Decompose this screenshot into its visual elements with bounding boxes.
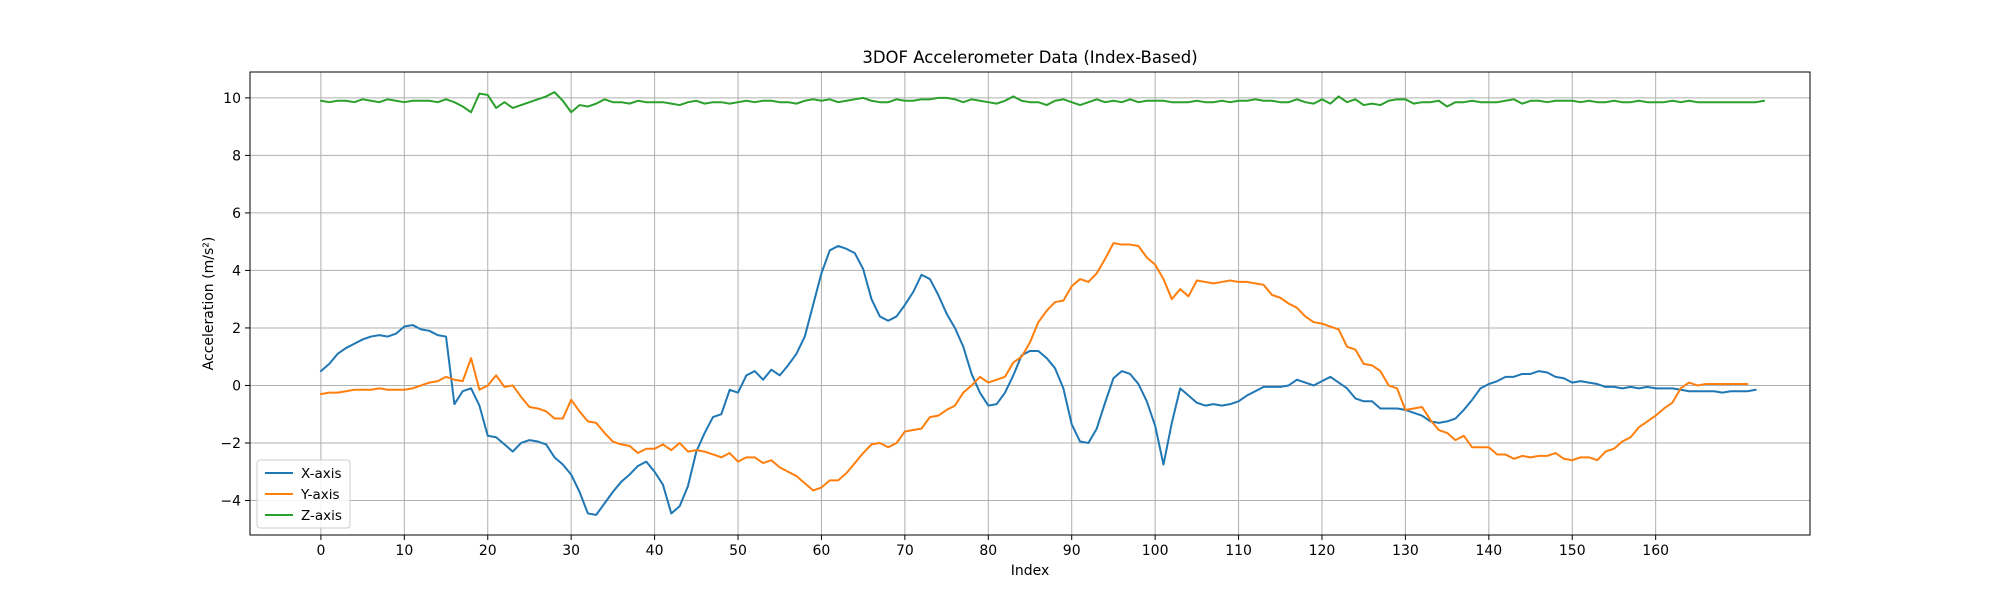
legend: X-axis Y-axis Z-axis <box>256 459 351 529</box>
y-tick-label: −2 <box>220 436 241 452</box>
x-tick-label: 150 <box>1559 543 1586 559</box>
x-tick-label: 130 <box>1392 543 1419 559</box>
x-axis-label: Index <box>1011 563 1050 579</box>
x-tick-label: 50 <box>729 543 747 559</box>
legend-items: X-axis Y-axis Z-axis <box>265 466 342 524</box>
y-tick-label: 6 <box>232 206 241 222</box>
x-axis-ticks: 0 10 20 30 40 50 60 70 80 90 100 110 120 130 140 150 160 <box>316 535 1669 559</box>
x-tick-label: 20 <box>479 543 497 559</box>
x-tick-label: 90 <box>1063 543 1081 559</box>
x-tick-label: 60 <box>813 543 831 559</box>
chart-title: 3DOF Accelerometer Data (Index-Based) <box>862 48 1197 67</box>
series-line-z-axis <box>319 91 1766 114</box>
series-line-x-axis <box>319 244 1757 516</box>
y-tick-label: 4 <box>232 263 241 279</box>
legend-label-x-axis: X-axis <box>301 466 342 482</box>
y-tick-label: 8 <box>232 148 241 164</box>
x-tick-label: 160 <box>1642 543 1669 559</box>
legend-box <box>256 459 351 529</box>
x-tick-label: 0 <box>316 543 325 559</box>
x-tick-label: 40 <box>646 543 664 559</box>
legend-label-z-axis: Z-axis <box>301 508 342 524</box>
y-axis-label: Acceleration (m/s²) <box>201 237 217 371</box>
x-tick-label: 70 <box>896 543 914 559</box>
y-axis-ticks: −4 −2 0 2 4 6 8 10 <box>220 91 250 509</box>
series-lines <box>319 91 1766 516</box>
y-tick-label: −4 <box>220 493 241 509</box>
x-tick-label: 100 <box>1142 543 1169 559</box>
x-tick-label: 140 <box>1475 543 1502 559</box>
x-tick-label: 110 <box>1225 543 1252 559</box>
x-tick-label: 120 <box>1309 543 1336 559</box>
x-tick-label: 80 <box>979 543 997 559</box>
y-tick-label: 2 <box>232 321 241 337</box>
plot-area-frame <box>249 71 1811 536</box>
x-tick-label: 10 <box>395 543 413 559</box>
x-tick-label: 30 <box>562 543 580 559</box>
gridlines <box>250 72 1810 535</box>
y-tick-label: 0 <box>232 378 241 394</box>
legend-label-y-axis: Y-axis <box>300 487 340 503</box>
y-tick-label: 10 <box>223 91 241 107</box>
series-line-y-axis <box>319 242 1749 492</box>
